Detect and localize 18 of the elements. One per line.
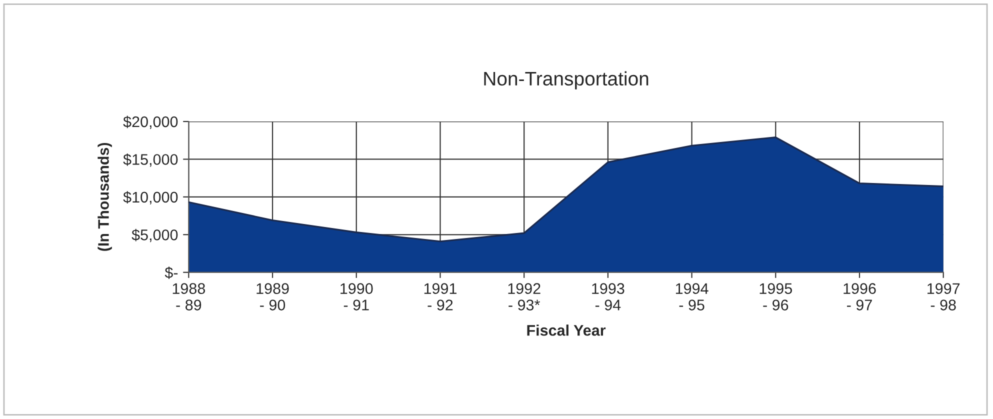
x-tick-label: 1997 - 98	[928, 283, 960, 310]
y-tick-label: $-	[164, 266, 178, 279]
x-tick-label: 1993 - 94	[592, 283, 624, 310]
y-tick-label: $20,000	[123, 116, 178, 129]
x-tick-label: 1988 - 89	[172, 283, 205, 310]
x-tick-label: 1992 - 93*	[508, 283, 540, 310]
y-tick-label: $10,000	[123, 191, 178, 204]
y-tick-label: $15,000	[123, 153, 178, 167]
x-tick-label: 1996 - 97	[844, 283, 876, 310]
x-tick-label: 1991 - 92	[424, 283, 456, 310]
chart-title: Non-Transportation	[484, 71, 648, 90]
y-axis-title: (In Thousands)	[98, 142, 112, 251]
y-tick-label: $5,000	[132, 228, 178, 242]
x-axis-title: Fiscal Year	[527, 324, 606, 336]
x-tick-label: 1994 - 95	[676, 283, 708, 310]
x-tick-label: 1995 - 96	[760, 283, 792, 310]
x-tick-label: 1989 - 90	[256, 283, 289, 310]
x-tick-label: 1990 - 91	[340, 283, 373, 310]
